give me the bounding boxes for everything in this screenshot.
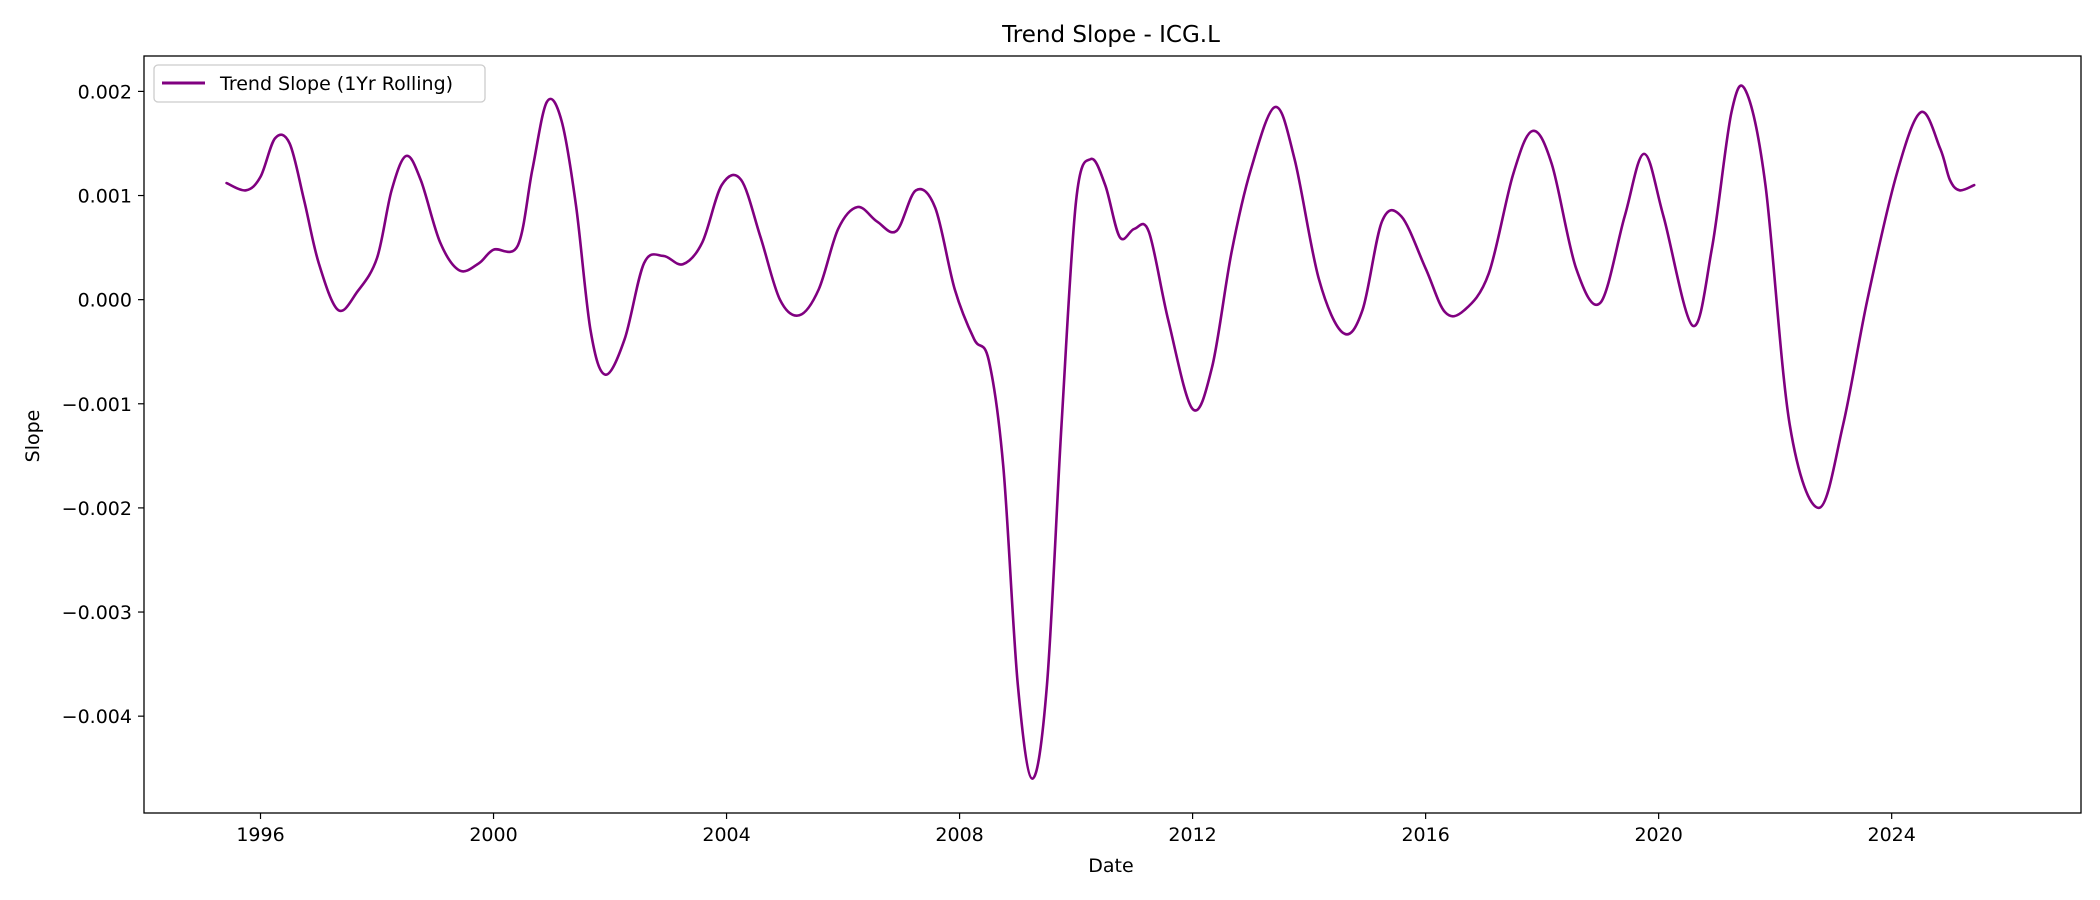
chart-title: Trend Slope - ICG.L xyxy=(1001,22,1220,48)
x-tick-label: 2020 xyxy=(1634,824,1682,846)
x-tick-label: 2000 xyxy=(469,824,517,846)
y-tick-label: −0.004 xyxy=(62,706,132,728)
x-tick-label: 2008 xyxy=(935,824,983,846)
legend-box xyxy=(153,64,486,103)
plot-frame xyxy=(143,55,2082,814)
x-tick-label: 1996 xyxy=(236,824,284,846)
series-line-0 xyxy=(225,84,1976,780)
y-tick-label: 0.001 xyxy=(78,186,132,208)
x-axis: 1996 2000 2004 2008 2012 2016 2020 2024 xyxy=(236,813,1916,846)
x-tick-label: 2004 xyxy=(702,824,750,846)
y-tick-label: 0.000 xyxy=(78,290,132,312)
y-tick-label: 0.002 xyxy=(78,81,132,103)
x-tick-label: 2016 xyxy=(1401,824,1449,846)
x-axis-title: Date xyxy=(1088,855,1133,877)
y-tick-label: −0.002 xyxy=(62,498,132,520)
x-tick-label: 2012 xyxy=(1168,824,1216,846)
legend-label: Trend Slope (1Yr Rolling) xyxy=(219,73,453,95)
x-tick-label: 2024 xyxy=(1867,824,1915,846)
legend: Trend Slope (1Yr Rolling) xyxy=(153,64,486,103)
plot-area xyxy=(225,84,1976,780)
y-axis: 0.002 0.001 0.000 −0.001 −0.002 −0.003 −0.004 xyxy=(62,81,144,728)
y-axis-title: Slope xyxy=(22,410,44,463)
y-tick-label: −0.001 xyxy=(62,394,132,416)
y-tick-label: −0.003 xyxy=(62,602,132,624)
